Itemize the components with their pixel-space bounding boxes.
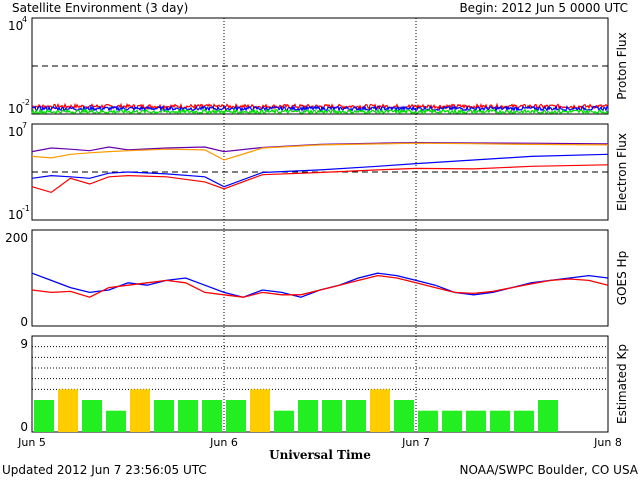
goes-panel [31, 229, 609, 327]
proton-series-0 [31, 102, 609, 110]
electron-series [31, 141, 609, 194]
electron-series-0 [31, 141, 609, 153]
kp-bar [82, 400, 102, 432]
goes-ylabel: GOES Hp [615, 251, 629, 305]
x-axis-label: Universal Time [269, 448, 371, 462]
goes-series-1 [31, 274, 609, 298]
kp-bar [490, 410, 510, 432]
updated-timestamp: Updated 2012 Jun 7 23:56:05 UTC [2, 463, 207, 477]
proton-panel [31, 17, 609, 115]
kp-bar [202, 400, 222, 432]
electron-ylabel: Electron Flux [615, 133, 629, 211]
kp-bar [322, 400, 342, 432]
credit-text: NOAA/SWPC Boulder, CO USA [460, 463, 639, 477]
kp-bar [418, 410, 438, 432]
proton-ylabel: Proton Flux [615, 32, 629, 99]
kp-bar [466, 410, 486, 432]
proton-ytick-top: 10 [8, 19, 23, 33]
kp-bar [514, 410, 534, 432]
electron-series-1 [31, 142, 609, 161]
xtick-jun5: Jun 5 [17, 436, 46, 449]
kp-bar [154, 400, 174, 432]
proton-series [31, 65, 609, 115]
kp-panel [31, 335, 609, 433]
kp-bar [58, 389, 78, 432]
kp-bar [370, 389, 390, 432]
kp-bar [250, 389, 270, 432]
kp-bar [442, 410, 462, 432]
kp-bar [538, 400, 558, 432]
kp-ytick-bottom: 0 [20, 420, 28, 434]
proton-series-2 [31, 107, 609, 115]
proton-ytick-top-exp: 4 [22, 15, 27, 24]
kp-bar [226, 400, 246, 432]
day-dividers [223, 18, 417, 432]
xtick-jun7: Jun 7 [401, 436, 430, 449]
proton-ytick-bottom: 10 [8, 102, 23, 116]
kp-bar [130, 389, 150, 432]
kp-ytick-top: 9 [20, 337, 28, 351]
kp-bar [178, 400, 198, 432]
kp-bar [274, 410, 294, 432]
electron-ytick-bottom: 10 [8, 208, 23, 222]
kp-bar [106, 410, 126, 432]
proton-series-1 [31, 104, 609, 113]
plot-title: Satellite Environment (3 day) [12, 1, 188, 15]
goes-ytick-top: 200 [5, 231, 28, 245]
kp-bar [34, 400, 54, 432]
kp-bar [394, 400, 414, 432]
xtick-jun6: Jun 6 [209, 436, 238, 449]
kp-ylabel: Estimated Kp [615, 344, 629, 424]
electron-ytick-bottom-exp: -1 [22, 204, 30, 213]
electron-ytick-top: 10 [8, 125, 23, 139]
electron-series-2 [31, 153, 609, 188]
electron-ytick-top-exp: 7 [22, 121, 27, 130]
goes-ytick-bottom: 0 [20, 315, 28, 329]
goes-series [31, 272, 609, 298]
kp-bar [346, 400, 366, 432]
xtick-jun8: Jun 8 [593, 436, 622, 449]
begin-time: Begin: 2012 Jun 5 0000 UTC [459, 1, 628, 15]
proton-ytick-bottom-exp: -2 [22, 98, 30, 107]
kp-bars [32, 346, 608, 432]
electron-series-3 [31, 164, 609, 194]
kp-bar [298, 400, 318, 432]
